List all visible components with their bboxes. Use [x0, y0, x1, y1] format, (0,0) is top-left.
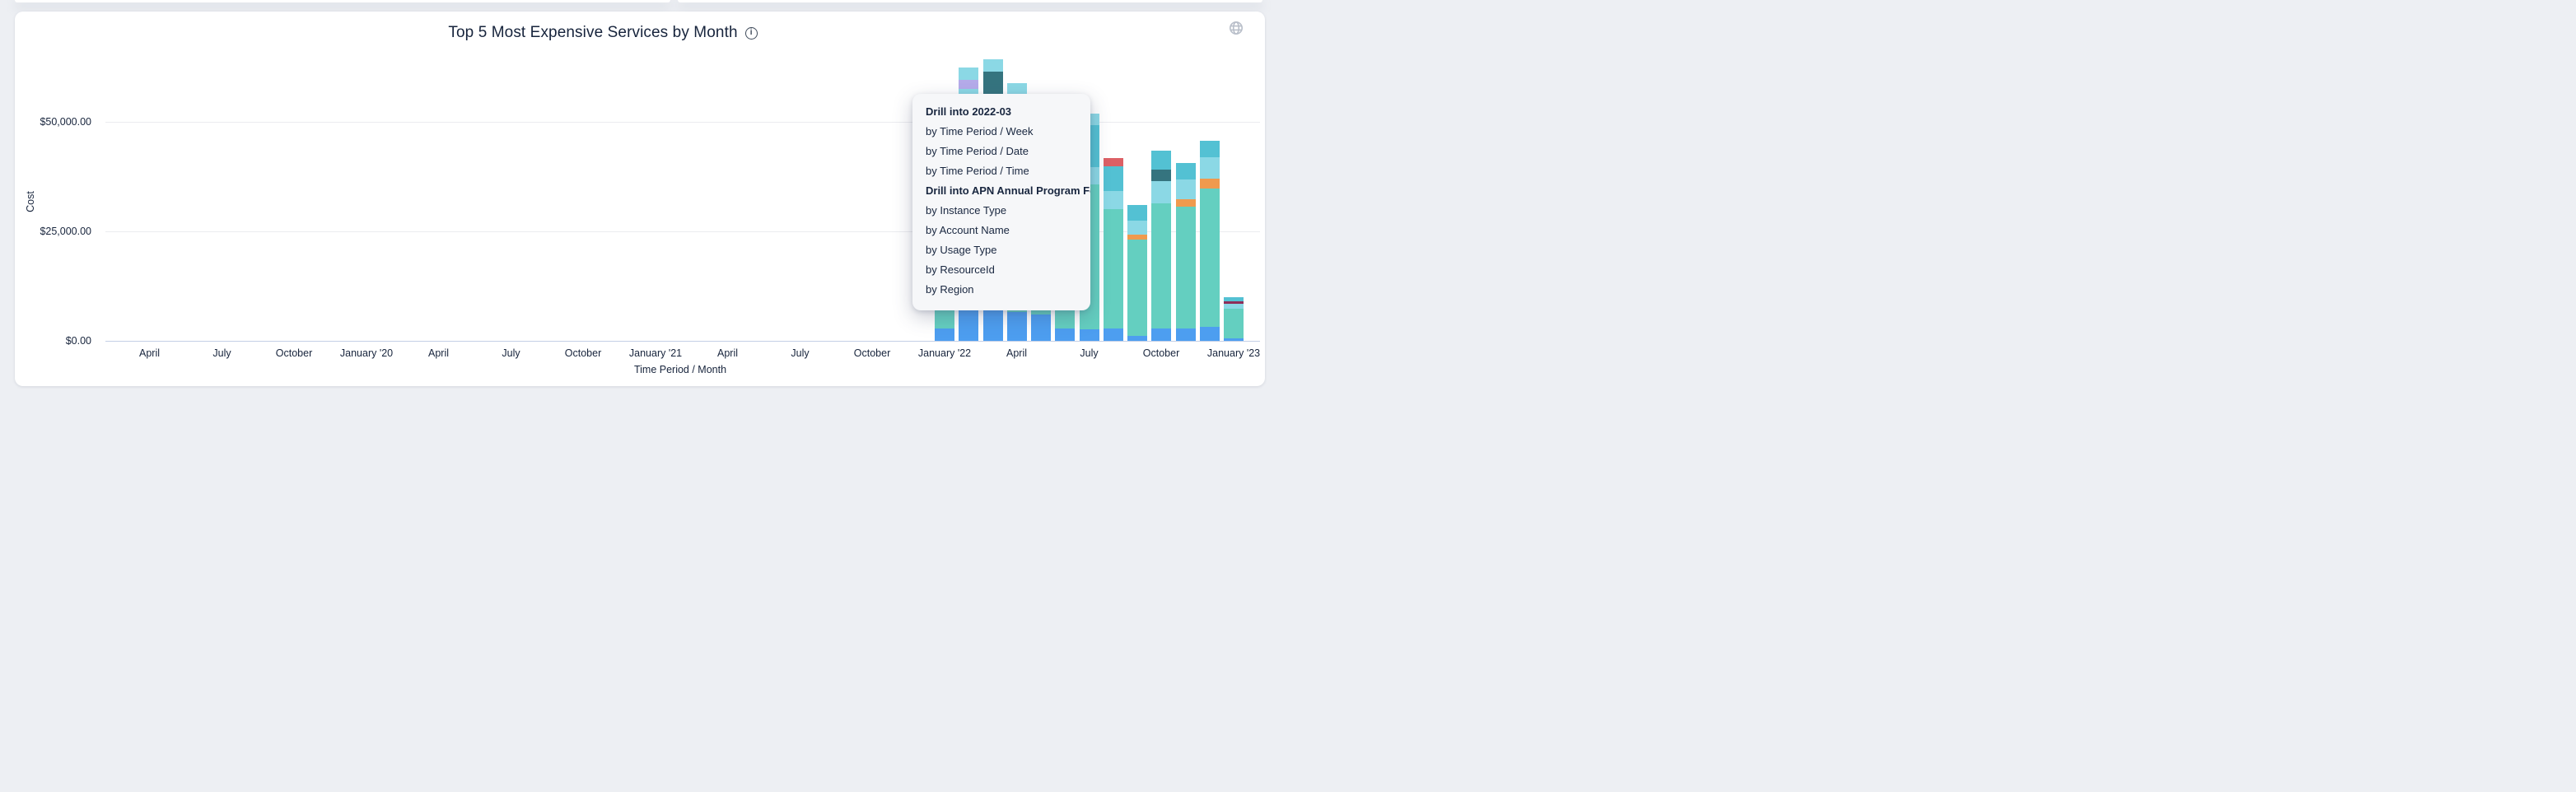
- menu-item-by-usage-type[interactable]: by Usage Type: [926, 244, 997, 256]
- bar-segment-light_cyan[interactable]: [982, 58, 1003, 72]
- x-tick-label: July: [791, 347, 810, 359]
- menu-item-by-instance-type[interactable]: by Instance Type: [926, 204, 1007, 217]
- bar-segment-blue[interactable]: [1103, 328, 1123, 341]
- bar-segment-light_cyan[interactable]: [1127, 220, 1147, 235]
- bar-segment-light_cyan[interactable]: [1151, 181, 1172, 203]
- gridline-50000: [105, 122, 1260, 123]
- bar-segment-orange[interactable]: [1175, 199, 1196, 207]
- bar-segment-light_cyan[interactable]: [959, 68, 979, 80]
- x-tick-label: January '20: [339, 347, 394, 359]
- menu-item-by-time-period-week[interactable]: by Time Period / Week: [926, 125, 1034, 137]
- x-tick-label: January '22: [917, 347, 972, 359]
- y-tick-50000: $50,000.00: [40, 116, 91, 128]
- y-tick-25000: $25,000.00: [40, 226, 91, 237]
- bar-segment-light_cyan[interactable]: [1103, 190, 1123, 209]
- menu-item-by-time-period-time[interactable]: by Time Period / Time: [926, 165, 1029, 177]
- x-axis-baseline: [105, 340, 1260, 342]
- menu-item-by-account-name[interactable]: by Account Name: [926, 224, 1010, 236]
- bar-segment-blue[interactable]: [1031, 314, 1051, 341]
- bar-segment-light_cyan[interactable]: [1199, 157, 1220, 179]
- drilldown-context-menu: Drill into 2022-03 by Time Period / Week b…: [912, 94, 1090, 310]
- adjacent-card-edge-left: [15, 0, 670, 2]
- bar-segment-blue[interactable]: [1079, 328, 1099, 341]
- x-tick-label: April: [716, 347, 739, 359]
- bar-segment-blue[interactable]: [982, 309, 1003, 341]
- bar-segment-blue[interactable]: [959, 309, 979, 341]
- stacked-bar-2022-08[interactable]: [1103, 157, 1123, 341]
- bar-segment-blue[interactable]: [935, 328, 954, 341]
- menu-section-header: Drill into 2022-03: [926, 105, 1012, 118]
- bar-segment-blue[interactable]: [1199, 326, 1220, 341]
- bar-segment-medium_cyan[interactable]: [1103, 165, 1123, 191]
- chart-title: Top 5 Most Expensive Services by Month: [448, 24, 738, 41]
- info-icon[interactable]: i: [744, 26, 758, 40]
- bar-segment-blue[interactable]: [1127, 335, 1147, 341]
- adjacent-card-edge-right: [678, 0, 1262, 2]
- x-tick-label: April: [138, 347, 161, 359]
- bar-segment-lavender[interactable]: [959, 80, 979, 89]
- bar-segment-teal[interactable]: [1103, 208, 1123, 328]
- bar-segment-red[interactable]: [1103, 157, 1123, 166]
- bar-segment-dark_slate[interactable]: [1151, 170, 1172, 181]
- bar-segment-blue[interactable]: [1151, 328, 1172, 341]
- x-tick-label: January '23: [1206, 347, 1261, 359]
- bar-segment-teal[interactable]: [1151, 203, 1172, 328]
- bar-segment-medium_cyan[interactable]: [1127, 205, 1147, 221]
- menu-section-header: Drill into APN Annual Program Fee: [926, 184, 1090, 197]
- bar-segment-medium_cyan[interactable]: [1199, 140, 1220, 157]
- x-tick-label: July: [1080, 347, 1099, 359]
- globe-icon[interactable]: [1229, 21, 1244, 35]
- menu-item-by-time-period-date[interactable]: by Time Period / Date: [926, 145, 1029, 157]
- chart-header: Top 5 Most Expensive Services by Month i: [0, 24, 1228, 42]
- x-tick-label: October: [564, 347, 602, 359]
- menu-item-by-region[interactable]: by Region: [926, 283, 974, 296]
- chart-card: Top 5 Most Expensive Services by Month i…: [15, 12, 1265, 386]
- stacked-bar-2023-01[interactable]: [1224, 297, 1244, 341]
- bar-segment-medium_cyan[interactable]: [1151, 151, 1172, 170]
- bar-segment-blue[interactable]: [1055, 328, 1076, 341]
- bar-segment-orange[interactable]: [1127, 235, 1147, 240]
- x-tick-label: October: [1142, 347, 1180, 359]
- bar-segment-maroon[interactable]: [1224, 301, 1244, 304]
- bar-segment-blue[interactable]: [1175, 328, 1196, 341]
- stacked-bar-2022-12[interactable]: [1199, 140, 1220, 341]
- x-tick-label: January '21: [628, 347, 683, 359]
- bar-segment-teal[interactable]: [1175, 207, 1196, 328]
- x-tick-label: July: [502, 347, 520, 359]
- stacked-bar-2022-09[interactable]: [1127, 205, 1147, 341]
- x-tick-label: April: [427, 347, 450, 359]
- y-tick-0: $0.00: [65, 334, 91, 347]
- bar-segment-teal[interactable]: [1199, 189, 1220, 327]
- bar-segment-blue[interactable]: [1006, 311, 1027, 341]
- bar-segment-medium_cyan[interactable]: [1175, 163, 1196, 179]
- bar-segment-orange[interactable]: [1199, 178, 1220, 189]
- x-tick-label: July: [212, 347, 231, 359]
- bar-segment-teal[interactable]: [1127, 239, 1147, 336]
- stacked-bar-2022-10[interactable]: [1151, 151, 1172, 341]
- bar-segment-light_cyan[interactable]: [1175, 179, 1196, 199]
- bar-segment-teal[interactable]: [1224, 309, 1244, 338]
- stacked-bar-2022-11[interactable]: [1175, 163, 1196, 341]
- bar-segment-blue[interactable]: [1224, 338, 1244, 341]
- x-tick-label: October: [275, 347, 313, 359]
- x-tick-label: April: [1006, 347, 1028, 359]
- menu-item-by-resourceid[interactable]: by ResourceId: [926, 263, 995, 276]
- x-tick-label: October: [853, 347, 891, 359]
- x-axis-title: Time Period / Month: [633, 364, 727, 375]
- bar-segment-medium_cyan[interactable]: [1224, 297, 1244, 301]
- gridline-25000: [105, 231, 1260, 232]
- bar-segment-light_cyan[interactable]: [1224, 303, 1244, 309]
